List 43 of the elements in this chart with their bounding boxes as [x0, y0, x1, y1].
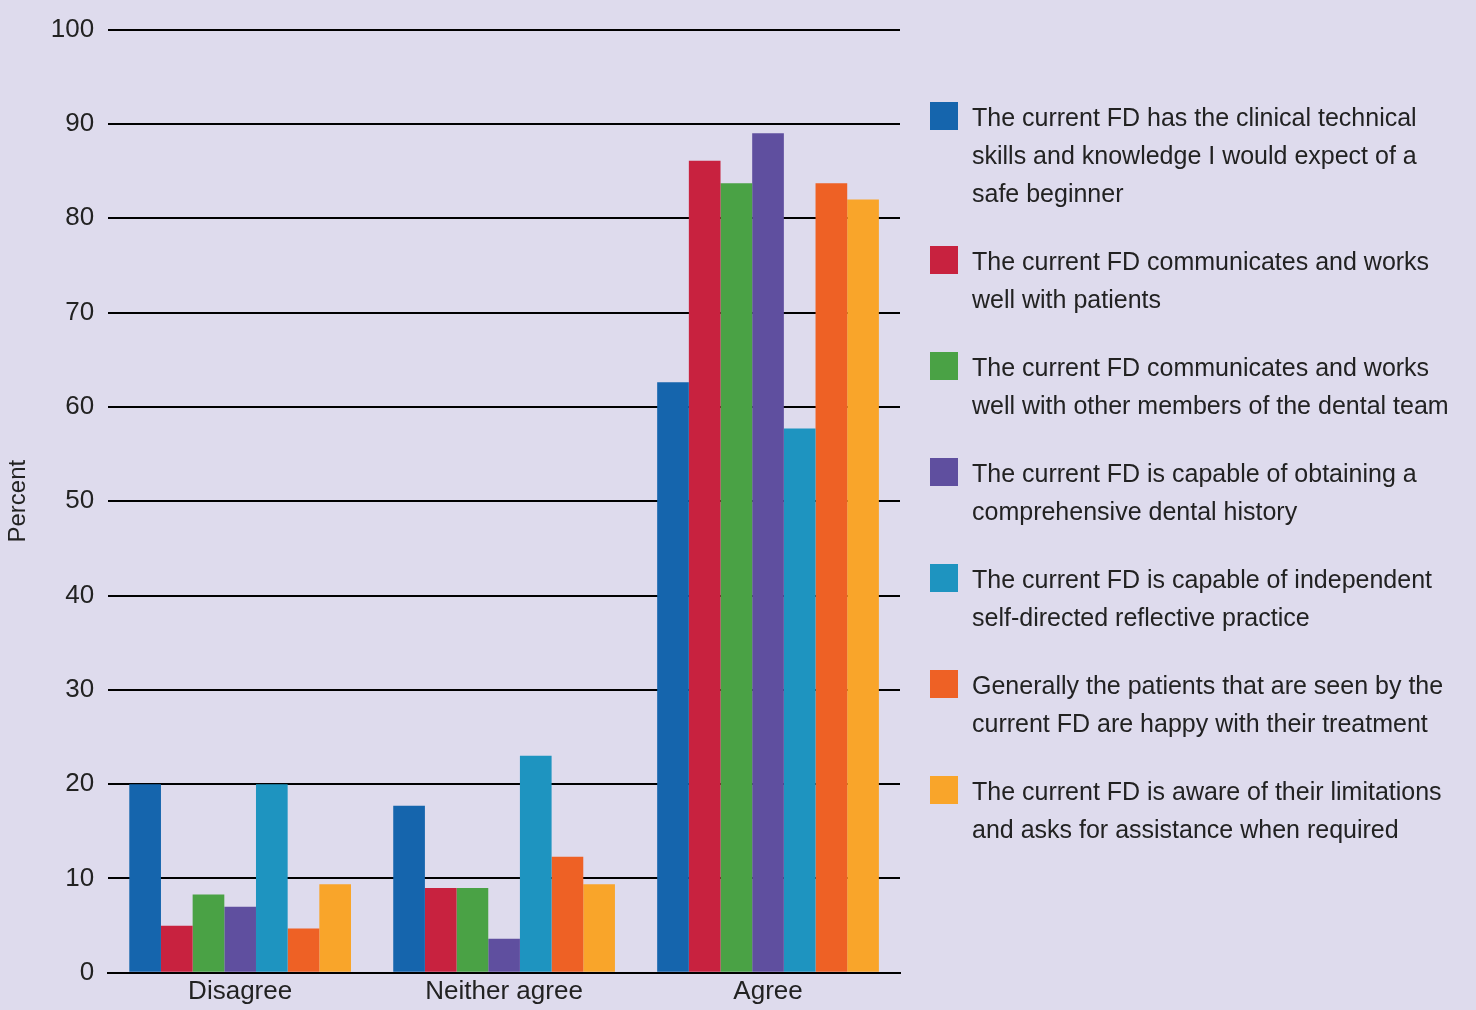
bar	[551, 856, 584, 972]
x-tick-label: Neither agree	[425, 974, 583, 1005]
bar	[287, 928, 320, 972]
bar	[657, 382, 689, 972]
bar	[160, 925, 193, 972]
bar	[688, 160, 721, 972]
y-tick-label: 90	[65, 107, 95, 138]
bar	[815, 183, 848, 972]
legend-label: The current FD communicates and works well with patients	[972, 246, 1431, 315]
bar	[488, 938, 520, 972]
x-tick-label: Disagree	[188, 974, 293, 1005]
bar	[129, 784, 161, 972]
y-tick-label: 30	[65, 673, 95, 704]
bar	[255, 784, 288, 972]
y-tick-label: 80	[65, 201, 95, 232]
y-tick-label: 40	[65, 578, 95, 609]
legend-label: Generally the patients that are seen by the current FD are happy with their treatment	[972, 670, 1445, 739]
legend-label: The current FD has the clinical technical skills and knowledge I would expect of a safe beginner	[972, 102, 1418, 209]
bar	[424, 887, 457, 972]
y-tick-label: 0	[79, 955, 95, 986]
bar	[783, 428, 816, 972]
bar	[847, 199, 879, 972]
legend-label: The current FD communicates and works well with other members of the dental team	[972, 352, 1450, 421]
bar	[224, 906, 256, 972]
bar	[393, 805, 425, 972]
y-tick-label: 10	[65, 861, 95, 892]
x-tick-label: Agree	[733, 974, 803, 1005]
bar	[752, 133, 784, 972]
bar	[583, 884, 615, 972]
legend-label: The current FD is capable of obtaining a comprehensive dental history	[972, 458, 1418, 527]
y-tick-label: 60	[65, 390, 95, 421]
y-axis-title: Percent	[3, 459, 31, 543]
y-tick-label: 100	[50, 12, 95, 43]
bar	[192, 894, 225, 972]
bar	[519, 755, 552, 972]
bar	[319, 884, 352, 972]
y-tick-label: 70	[65, 295, 95, 326]
bar	[720, 183, 753, 972]
legend-label: The current FD is capable of independent self-directed reflective practice	[972, 564, 1433, 633]
legend-label: The current FD is aware of their limitations and asks for assistance when required	[972, 776, 1443, 845]
y-tick-label: 50	[65, 484, 95, 515]
bar	[456, 887, 489, 972]
y-tick-label: 20	[65, 767, 95, 798]
